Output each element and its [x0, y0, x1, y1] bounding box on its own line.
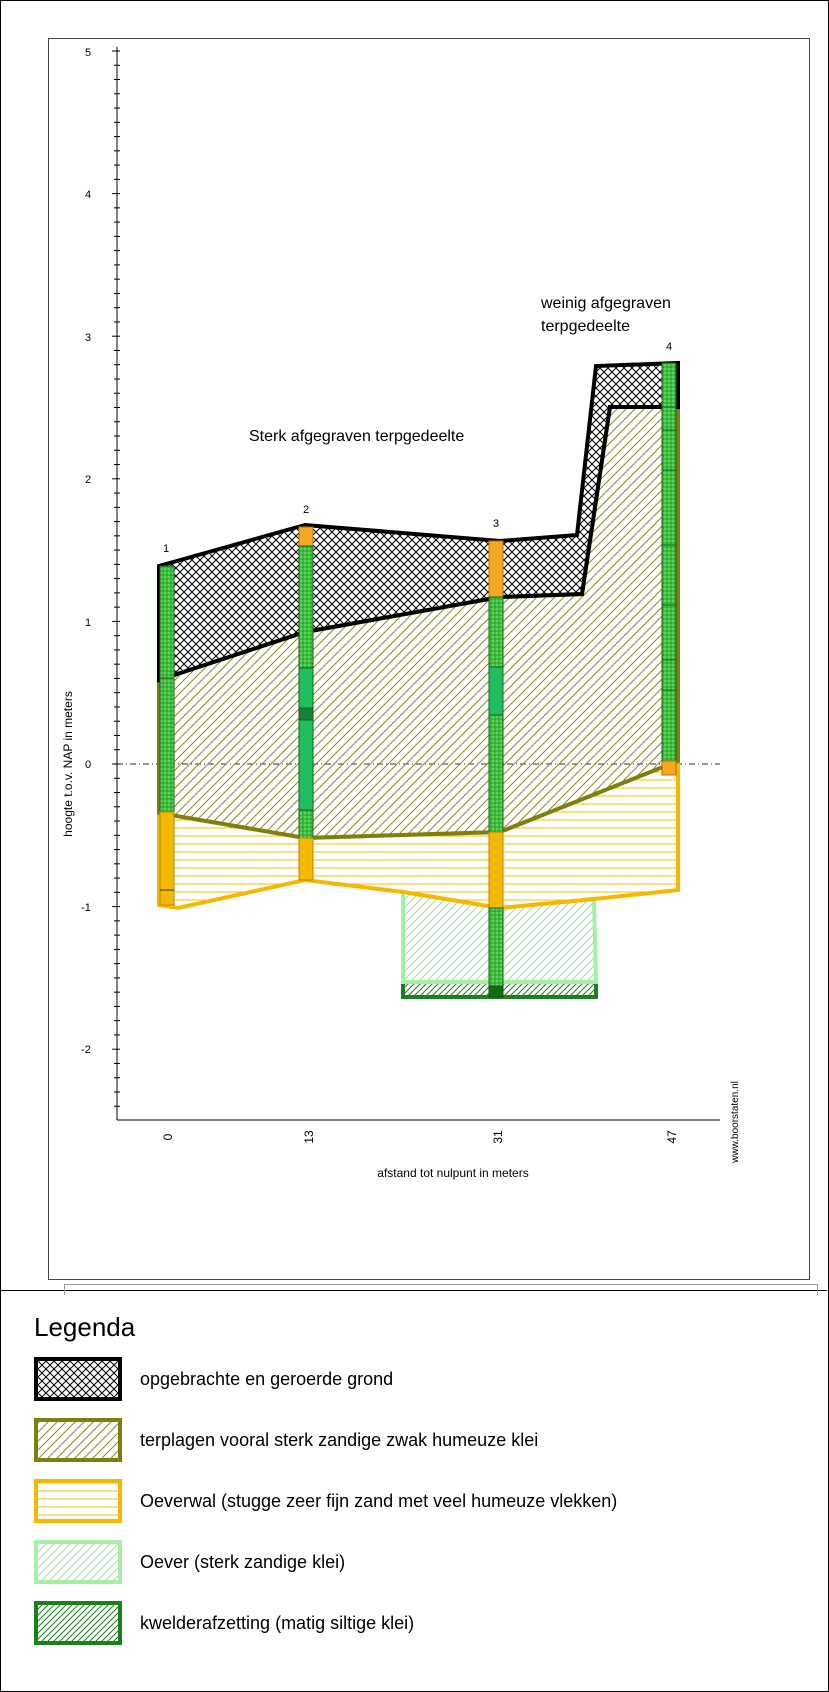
- cross-section-chart: 5 4 3 2 1 0 -1 -2 hoogte t.o.v. NAP in m…: [0, 0, 829, 1292]
- legend-item-opgebracht: opgebrachte en geroerde grond: [34, 1357, 794, 1403]
- y-tick-label: 3: [85, 332, 91, 344]
- y-tick-label: 5: [85, 47, 91, 59]
- borehole-4: [662, 363, 676, 775]
- x-tick-label: 13: [302, 1130, 316, 1144]
- legend-label: terplagen vooral sterk zandige zwak hume…: [140, 1430, 538, 1451]
- y-tick-label: 4: [85, 189, 91, 201]
- legend-swatch: [34, 1540, 126, 1586]
- legend-label: opgebrachte en geroerde grond: [140, 1369, 393, 1390]
- annotation-right-1: weinig afgegraven: [540, 295, 671, 312]
- y-axis-label: hoogte t.o.v. NAP in meters: [61, 691, 75, 837]
- borehole-label: 2: [303, 504, 309, 516]
- y-tick-label: 2: [85, 474, 91, 486]
- y-tick-label: 1: [85, 617, 91, 629]
- x-axis-label: afstand tot nulpunt in meters: [377, 1166, 528, 1180]
- legend-swatch: [34, 1357, 126, 1403]
- y-tick-label: -1: [81, 902, 91, 914]
- legend-label: Oeverwal (stugge zeer fijn zand met veel…: [140, 1491, 617, 1512]
- x-tick-label: 31: [491, 1130, 505, 1144]
- legend-item-oever: Oever (sterk zandige klei): [34, 1540, 794, 1586]
- legend-item-oeverwal: Oeverwal (stugge zeer fijn zand met veel…: [34, 1479, 794, 1525]
- x-tick-label: 0: [161, 1133, 175, 1140]
- x-tick-label: 47: [665, 1130, 679, 1144]
- legend-swatch: [34, 1479, 126, 1525]
- legend-item-kwelder: kwelderafzetting (matig siltige klei): [34, 1601, 794, 1647]
- legend-title: Legenda: [34, 1312, 135, 1343]
- legend-swatch: [34, 1418, 126, 1464]
- watermark: www.boorstaten.nl: [730, 1081, 741, 1164]
- legend-inner-frame: [64, 1284, 818, 1295]
- borehole-2: [299, 527, 313, 880]
- legend-swatch: [34, 1601, 126, 1647]
- borehole-label: 1: [163, 543, 169, 555]
- y-tick-label: -2: [81, 1044, 91, 1056]
- legend-item-terplagen: terplagen vooral sterk zandige zwak hume…: [34, 1418, 794, 1464]
- y-tick-label: 0: [85, 759, 91, 771]
- borehole-label: 3: [493, 518, 499, 530]
- annotation-left: Sterk afgegraven terpgedeelte: [249, 428, 464, 445]
- borehole-label: 4: [666, 341, 672, 353]
- annotation-right-2: terpgedeelte: [541, 318, 630, 335]
- borehole-1: [160, 566, 174, 905]
- borehole-3: [489, 541, 503, 997]
- y-minor-ticks: [112, 51, 120, 1106]
- legend-label: kwelderafzetting (matig siltige klei): [140, 1613, 414, 1634]
- legend-label: Oever (sterk zandige klei): [140, 1552, 345, 1573]
